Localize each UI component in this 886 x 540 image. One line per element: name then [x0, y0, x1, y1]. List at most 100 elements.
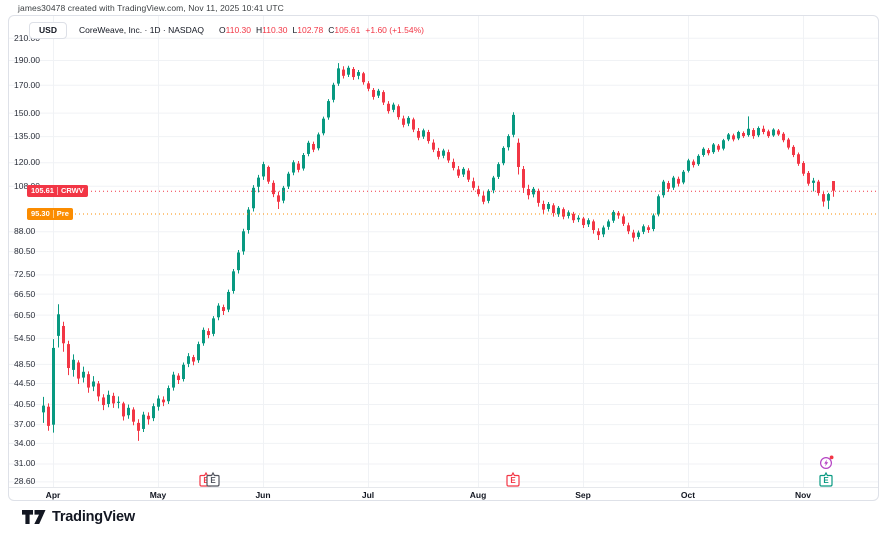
candle-up: [687, 160, 690, 171]
tradingview-mark-icon: [22, 510, 46, 524]
candle-up: [682, 171, 685, 183]
candle-up: [422, 130, 425, 137]
candle-up: [652, 215, 655, 230]
candle-up: [232, 271, 235, 291]
tradingview-logo[interactable]: TradingView: [22, 509, 135, 525]
candle-down: [617, 212, 620, 216]
candle-down: [277, 195, 280, 202]
candle-down: [517, 142, 520, 167]
candle-down: [87, 374, 90, 388]
candle-down: [192, 357, 195, 362]
candle-down: [417, 131, 420, 138]
candle-down: [537, 190, 540, 203]
candle-up: [242, 231, 245, 252]
price-tick-label: 210.00: [14, 32, 40, 43]
premarket-tag: Pre: [56, 209, 69, 219]
candle-down: [67, 344, 70, 369]
price-tick-label: 88.00: [14, 226, 36, 237]
earnings-badge-aug[interactable]: E: [506, 471, 520, 492]
ohlc-values: O110.30 H110.30 L102.78 C105.61 +1.60 (+1.54…: [214, 25, 424, 35]
candle-up: [347, 67, 350, 75]
candle-down: [742, 132, 745, 137]
candle-down: [677, 178, 680, 184]
candle-up: [307, 142, 310, 154]
candle-up: [737, 131, 740, 139]
candle-down: [342, 69, 345, 76]
price-tick-label: 80.50: [14, 246, 36, 257]
month-tick-label: Sep: [575, 490, 591, 500]
candle-down: [97, 383, 100, 397]
candle-up: [302, 154, 305, 169]
month-tick-label: Apr: [45, 490, 61, 500]
candle-down: [162, 399, 165, 403]
label-divider: [52, 209, 54, 218]
candle-down: [732, 135, 735, 140]
month-tick-label: Aug: [469, 490, 487, 500]
candle-up: [332, 84, 335, 100]
candle-down: [77, 362, 80, 379]
candle-up: [282, 187, 285, 201]
candlestick-plot[interactable]: [9, 16, 878, 500]
candle-up: [607, 221, 610, 227]
last-price-label: 105.61 CRWV: [27, 184, 88, 197]
candle-down: [822, 194, 825, 202]
high-value: 110.30: [262, 25, 288, 35]
candle-down: [692, 161, 695, 166]
candle-up: [357, 72, 360, 76]
earnings-badge-may-front[interactable]: E: [206, 471, 220, 492]
premarket-price-value: 95.30: [31, 209, 50, 219]
candle-up: [697, 155, 700, 165]
candle-up: [257, 177, 260, 187]
candle-down: [552, 205, 555, 214]
candle-down: [382, 92, 385, 103]
candle-down: [787, 139, 790, 148]
candle-up: [227, 291, 230, 310]
candle-down: [297, 163, 300, 170]
candle-down: [412, 119, 415, 130]
price-tick-label: 66.50: [14, 288, 36, 299]
last-price-value: 105.61: [31, 186, 54, 196]
candle-down: [797, 154, 800, 164]
candle-down: [452, 161, 455, 168]
candle-up: [507, 136, 510, 148]
month-tick-label: Jun: [255, 490, 271, 500]
price-tick-label: 28.60: [14, 476, 36, 487]
candle-up: [812, 180, 815, 183]
svg-text:E: E: [823, 476, 829, 485]
candle-up: [662, 181, 665, 196]
candle-up: [287, 173, 290, 187]
svg-text:E: E: [510, 476, 516, 485]
candle-down: [542, 203, 545, 210]
price-tick-label: 120.00: [14, 157, 40, 168]
candle-down: [467, 170, 470, 180]
candle-up: [462, 168, 465, 175]
symbol-title: CoreWeave, Inc. · 1D · NASDAQ: [79, 25, 205, 35]
candle-down: [112, 395, 115, 404]
candle-up: [337, 68, 340, 84]
candle-up: [567, 212, 570, 216]
price-tick-label: 170.00: [14, 79, 40, 90]
month-tick-label: May: [149, 490, 167, 500]
candle-up: [702, 148, 705, 155]
candle-down: [207, 331, 210, 336]
candle-up: [142, 414, 145, 429]
candle-up: [487, 190, 490, 201]
currency-button[interactable]: USD: [29, 22, 67, 39]
price-tick-label: 190.00: [14, 55, 40, 66]
candle-up: [657, 196, 660, 215]
candle-down: [592, 221, 595, 231]
earnings-badge-nov[interactable]: E: [819, 471, 833, 492]
candle-down: [522, 169, 525, 188]
candle-down: [102, 397, 105, 406]
candle-down: [432, 142, 435, 150]
candle-down: [352, 68, 355, 78]
candle-up: [442, 150, 445, 156]
premarket-price-label: 95.30 Pre: [27, 207, 73, 220]
key-events-icon[interactable]: [819, 455, 834, 475]
candle-up: [512, 114, 515, 135]
candle-up: [57, 314, 60, 336]
candle-up: [497, 164, 500, 177]
earnings-badge-icon: E: [506, 471, 520, 487]
candle-up: [117, 401, 120, 403]
price-tick-label: 60.50: [14, 309, 36, 320]
